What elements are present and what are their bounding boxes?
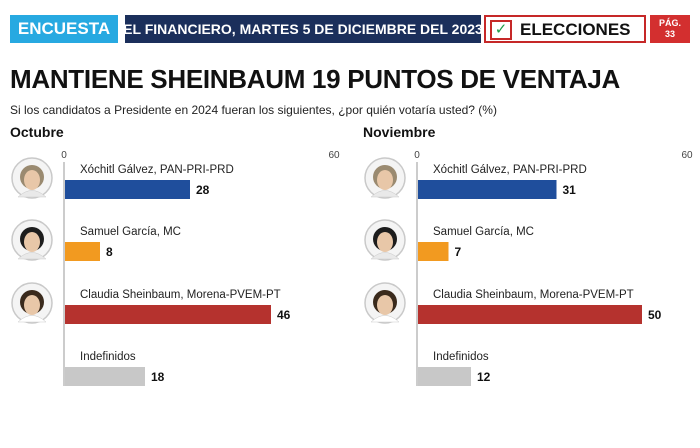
headline: MANTIENE SHEINBAUM 19 PUNTOS DE VENTAJA (10, 64, 620, 94)
chart-november: Noviembre 0 60 Xóchitl Gálvez, PAN-PRI-PRD… (363, 124, 698, 394)
tick-label: 0 (414, 150, 420, 161)
data-label: 50 (648, 308, 662, 322)
bar (65, 367, 145, 386)
section-tag: ENCUESTA (10, 15, 118, 43)
galvez-portrait-icon (364, 157, 406, 199)
section-header: ENCUESTA EL FINANCIERO, MARTES 5 DE DICI… (10, 15, 690, 43)
page-label: PÁG. (658, 18, 681, 28)
data-label: 28 (196, 183, 210, 197)
bar-chart-october: 0 60 Xóchitl Gálvez, PAN-PRI-PRD 28 Samuel G… (11, 150, 340, 386)
tick-label: 0 (61, 150, 67, 161)
sheinbaum-portrait-icon (11, 282, 53, 324)
garcia-portrait-icon (364, 219, 406, 261)
galvez-portrait-icon (11, 157, 53, 199)
bar (418, 180, 557, 199)
bar (418, 305, 642, 324)
sheinbaum-portrait-icon (364, 282, 406, 324)
page-number: 33 (664, 29, 675, 39)
category-tag: ✓ ELECCIONES (484, 15, 646, 43)
category-label: ELECCIONES (520, 20, 631, 39)
bar (65, 180, 190, 199)
checkmark-icon: ✓ (490, 20, 512, 40)
bar-chart-november: 0 60 Xóchitl Gálvez, PAN-PRI-PRD 31 Samuel G… (364, 150, 693, 386)
candidate-label: Xóchitl Gálvez, PAN-PRI-PRD (80, 164, 234, 176)
data-label: 7 (455, 245, 462, 259)
candidate-label: Claudia Sheinbaum, Morena-PVEM-PT (80, 289, 281, 301)
bar (65, 242, 100, 261)
chart-october: Octubre 0 60 Xóchitl Gálvez, PAN-PRI-PRD 28… (10, 124, 345, 394)
data-label: 31 (563, 183, 577, 197)
candidate-label: Samuel García, MC (80, 226, 181, 238)
chart-title-october: Octubre (10, 124, 64, 140)
bar (65, 305, 271, 324)
data-label: 46 (277, 308, 291, 322)
tick-label: 60 (681, 150, 693, 161)
candidate-label: Indefinidos (80, 351, 136, 363)
chart-title-november: Noviembre (363, 124, 436, 140)
candidate-label: Samuel García, MC (433, 226, 534, 238)
tick-label: 60 (328, 150, 340, 161)
bar (418, 367, 471, 386)
garcia-portrait-icon (11, 219, 53, 261)
candidate-label: Xóchitl Gálvez, PAN-PRI-PRD (433, 164, 587, 176)
survey-question: Si los candidatos a Presidente en 2024 f… (10, 103, 497, 117)
bar (418, 242, 449, 261)
data-label: 8 (106, 245, 113, 259)
dateline: EL FINANCIERO, MARTES 5 DE DICIEMBRE DEL… (123, 15, 483, 43)
page-badge: PÁG. 33 (650, 15, 690, 43)
candidate-label: Indefinidos (433, 351, 489, 363)
candidate-label: Claudia Sheinbaum, Morena-PVEM-PT (433, 289, 634, 301)
data-label: 18 (151, 370, 165, 384)
data-label: 12 (477, 370, 491, 384)
